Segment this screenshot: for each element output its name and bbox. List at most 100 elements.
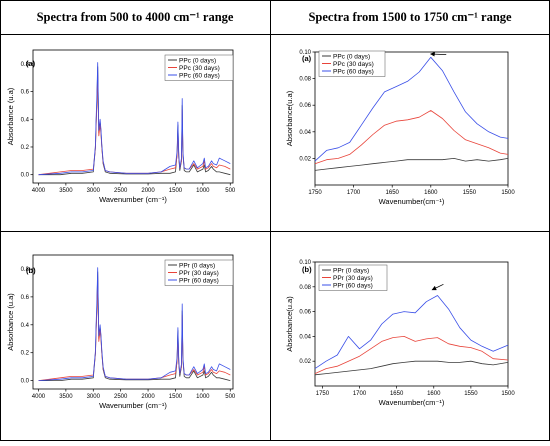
panel-label: (a) — [302, 54, 312, 63]
x-tick-label: 2500 — [114, 188, 128, 194]
legend-label: PPc (30 days) — [333, 61, 374, 68]
series-line-2 — [314, 295, 509, 369]
series-line-2 — [314, 56, 509, 162]
series-line-0 — [38, 66, 231, 176]
y-tick-label: 0.6 — [21, 90, 30, 96]
legend-label: PPr (60 days) — [333, 282, 373, 289]
plot-frame — [32, 254, 234, 390]
header-right: Spectra from 1500 to 1750 cm⁻¹ range — [308, 10, 512, 24]
panel-label: (b) — [26, 266, 36, 275]
x-tick-label: 1500 — [501, 391, 515, 397]
chart-top-left: 4000 3500 3000 2500 2000 1500 1000 500 0.0 0.2 0.4… — [6, 49, 236, 204]
y-tick-label: 0.4 — [21, 117, 30, 123]
chart-top-right: 1750 1700 1650 1600 1550 1500 0.02 0.04 0.06 0.08… — [285, 50, 515, 206]
x-tick-label: 1000 — [196, 394, 210, 400]
series-line-2 — [38, 267, 231, 381]
y-tick-label: 0.8 — [21, 267, 30, 273]
y-tick-label: 0.2 — [21, 351, 30, 357]
y-axis-label: Absorbance(u.a) — [285, 296, 294, 352]
y-tick-label: 0.04 — [299, 130, 311, 136]
x-tick-label: 2000 — [141, 188, 155, 194]
x-tick-label: 1600 — [424, 190, 438, 196]
legend-label: PPr (0 days) — [179, 262, 215, 269]
x-axis-label: Wavenumber (cm⁻¹) — [99, 195, 167, 204]
legend-label: PPc (30 days) — [179, 65, 220, 72]
chart-bottom-right: 1750 1700 1650 1600 1550 1500 0.02 0.04 0.06 0.08… — [285, 260, 515, 407]
legend: PPr (0 days)PPr (30 days)PPr (60 days) — [164, 259, 234, 286]
x-axis-label: Wavenumber (cm⁻¹) — [99, 401, 167, 410]
legend-label: PPc (0 days) — [179, 57, 216, 64]
x-tick-label: 3000 — [87, 188, 101, 194]
chart-bottom-left: 4000 3500 3000 2500 2000 1500 1000 500 0.0 0.2 0.4… — [6, 254, 236, 410]
legend-label: PPr (30 days) — [179, 270, 219, 277]
x-tick-label: 500 — [225, 394, 236, 400]
series-line-1 — [38, 74, 231, 176]
x-tick-label: 2500 — [114, 394, 128, 400]
legend-label: PPr (30 days) — [333, 275, 373, 282]
x-tick-label: 2000 — [141, 394, 155, 400]
x-tick-label: 3000 — [87, 394, 101, 400]
series-line-0 — [314, 360, 509, 376]
x-axis-label: Wavenumber(cm⁻¹) — [379, 398, 445, 407]
x-tick-label: 500 — [225, 188, 236, 194]
header-left: Spectra from 500 to 4000 cm⁻¹ range — [37, 10, 234, 24]
y-tick-label: 0.0 — [21, 173, 30, 179]
x-tick-label: 1500 — [501, 190, 515, 196]
x-tick-label: 4000 — [32, 188, 46, 194]
x-axis-label: Wavenumber(cm⁻¹) — [379, 197, 445, 206]
series-line-0 — [314, 157, 509, 171]
plot-frame — [314, 51, 509, 186]
legend-label: PPc (0 days) — [333, 53, 370, 60]
legend-label: PPr (60 days) — [179, 277, 219, 284]
legend-label: PPr (0 days) — [333, 267, 369, 274]
x-tick-label: 1550 — [464, 391, 478, 397]
y-tick-label: 0.4 — [21, 323, 30, 329]
y-tick-label: 0.10 — [299, 50, 311, 56]
panel-label: (a) — [26, 59, 36, 68]
x-tick-label: 1500 — [169, 394, 183, 400]
series-line-1 — [38, 279, 231, 381]
x-tick-label: 1000 — [196, 188, 210, 194]
x-tick-label: 4000 — [32, 394, 46, 400]
legend: PPc (0 days)PPc (30 days)PPc (60 days) — [318, 50, 386, 77]
x-tick-label: 1750 — [316, 391, 330, 397]
y-tick-label: 0.10 — [299, 260, 311, 266]
series-line-1 — [314, 110, 509, 165]
series-line-2 — [38, 62, 231, 176]
plot-frame — [314, 261, 509, 387]
y-tick-label: 0.04 — [299, 334, 311, 340]
legend: PPr (0 days)PPr (30 days)PPr (60 days) — [318, 264, 388, 291]
y-tick-label: 0.06 — [299, 310, 311, 316]
x-tick-label: 1550 — [463, 190, 477, 196]
y-tick-label: 0.06 — [299, 103, 311, 109]
y-axis-label: Absorbance (u.a) — [6, 293, 15, 351]
y-tick-label: 0.2 — [21, 145, 30, 151]
y-tick-label: 0.0 — [21, 379, 30, 385]
plot-frame — [32, 49, 234, 184]
y-tick-label: 0.6 — [21, 295, 30, 301]
annotation-arrow — [431, 283, 444, 291]
x-tick-label: 1650 — [386, 190, 400, 196]
x-tick-label: 1650 — [390, 391, 404, 397]
panel-label: (b) — [302, 265, 312, 274]
y-tick-label: 0.02 — [299, 156, 311, 162]
legend-label: PPc (60 days) — [179, 72, 220, 79]
x-tick-label: 3500 — [59, 394, 73, 400]
x-tick-label: 1600 — [427, 391, 441, 397]
y-tick-label: 0.8 — [21, 62, 30, 68]
legend-box — [164, 54, 234, 81]
x-tick-label: 1700 — [353, 391, 367, 397]
x-tick-label: 1500 — [169, 188, 183, 194]
y-axis-label: Absorbance(u.a) — [285, 90, 294, 146]
series-line-1 — [314, 335, 509, 374]
series-line-0 — [38, 271, 231, 382]
y-tick-label: 0.08 — [299, 77, 311, 83]
x-tick-label: 1750 — [308, 190, 322, 196]
y-tick-label: 0.08 — [299, 285, 311, 291]
legend: PPc (0 days)PPc (30 days)PPc (60 days) — [164, 54, 234, 81]
y-tick-label: 0.02 — [299, 359, 311, 365]
